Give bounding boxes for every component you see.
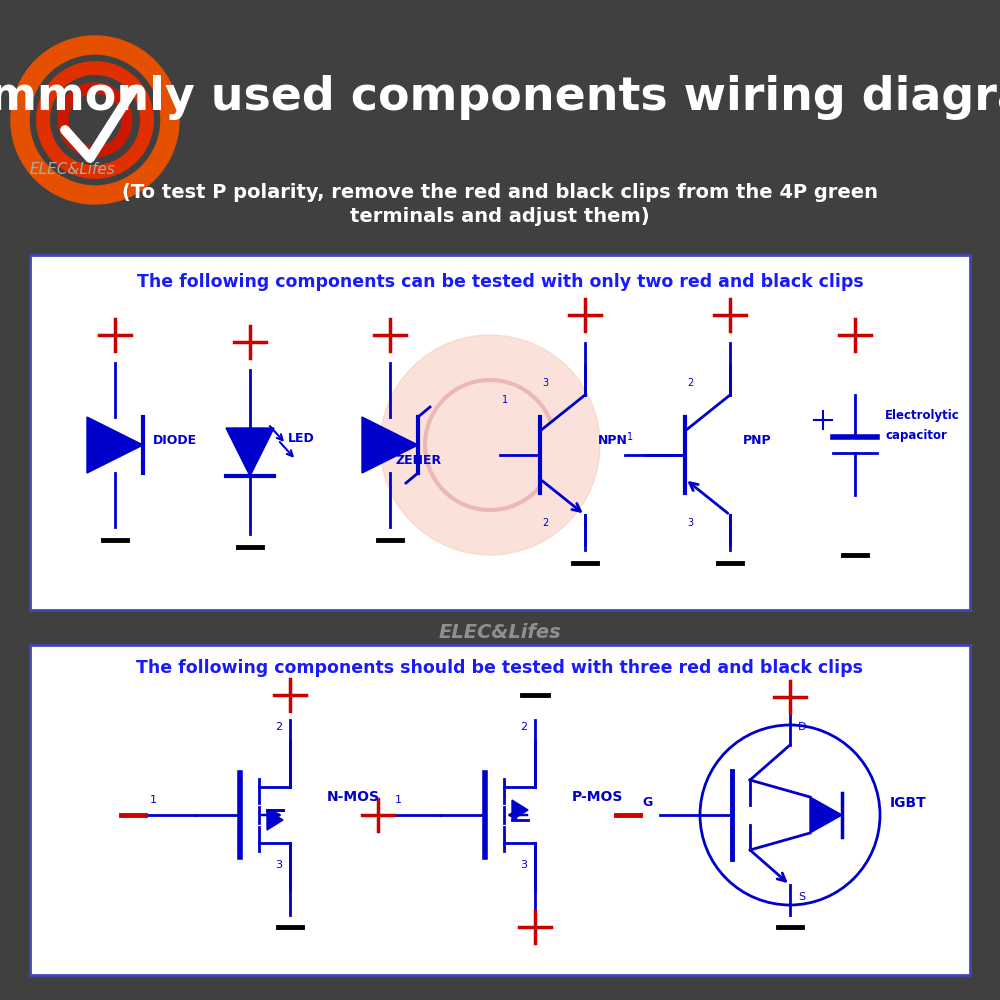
Text: 1: 1 xyxy=(395,795,402,805)
Circle shape xyxy=(380,335,600,555)
Text: DIODE: DIODE xyxy=(153,434,197,446)
Text: ELEC&Lifes: ELEC&Lifes xyxy=(30,162,116,178)
Bar xyxy=(30,255,970,610)
Text: IGBT: IGBT xyxy=(890,796,927,810)
Polygon shape xyxy=(226,428,274,476)
Text: 2: 2 xyxy=(275,722,282,732)
Text: D: D xyxy=(798,722,806,732)
Text: The following components can be tested with only two red and black clips: The following components can be tested w… xyxy=(137,273,863,291)
Text: 3: 3 xyxy=(275,860,282,870)
Text: 2: 2 xyxy=(687,378,693,388)
Text: N-MOS: N-MOS xyxy=(327,790,380,804)
Text: G: G xyxy=(642,796,652,810)
Text: ZENER: ZENER xyxy=(395,454,441,466)
Text: LED: LED xyxy=(288,432,315,444)
Text: ELEC&Lifes: ELEC&Lifes xyxy=(439,622,561,642)
Text: Electrolytic: Electrolytic xyxy=(885,408,960,422)
Text: terminals and adjust them): terminals and adjust them) xyxy=(350,208,650,227)
Text: (To test P polarity, remove the red and black clips from the 4P green: (To test P polarity, remove the red and … xyxy=(122,182,878,202)
Text: The following components should be tested with three red and black clips: The following components should be teste… xyxy=(136,659,864,677)
Text: PNP: PNP xyxy=(743,434,772,446)
Text: 2: 2 xyxy=(542,518,548,528)
Text: 3: 3 xyxy=(520,860,527,870)
Text: capacitor: capacitor xyxy=(885,428,947,442)
Polygon shape xyxy=(810,797,842,833)
Polygon shape xyxy=(267,810,283,830)
Text: 3: 3 xyxy=(687,518,693,528)
Polygon shape xyxy=(362,417,418,473)
Text: S: S xyxy=(798,892,805,902)
Text: 3: 3 xyxy=(542,378,548,388)
Text: NPN: NPN xyxy=(598,434,628,446)
Text: 1: 1 xyxy=(150,795,157,805)
Polygon shape xyxy=(512,800,528,820)
Text: 2: 2 xyxy=(520,722,527,732)
Bar xyxy=(30,645,970,975)
Text: 1: 1 xyxy=(502,395,508,405)
Text: P-MOS: P-MOS xyxy=(572,790,623,804)
Polygon shape xyxy=(87,417,143,473)
Text: Commonly used components wiring diagram: Commonly used components wiring diagram xyxy=(0,75,1000,119)
Text: 1: 1 xyxy=(627,432,633,442)
